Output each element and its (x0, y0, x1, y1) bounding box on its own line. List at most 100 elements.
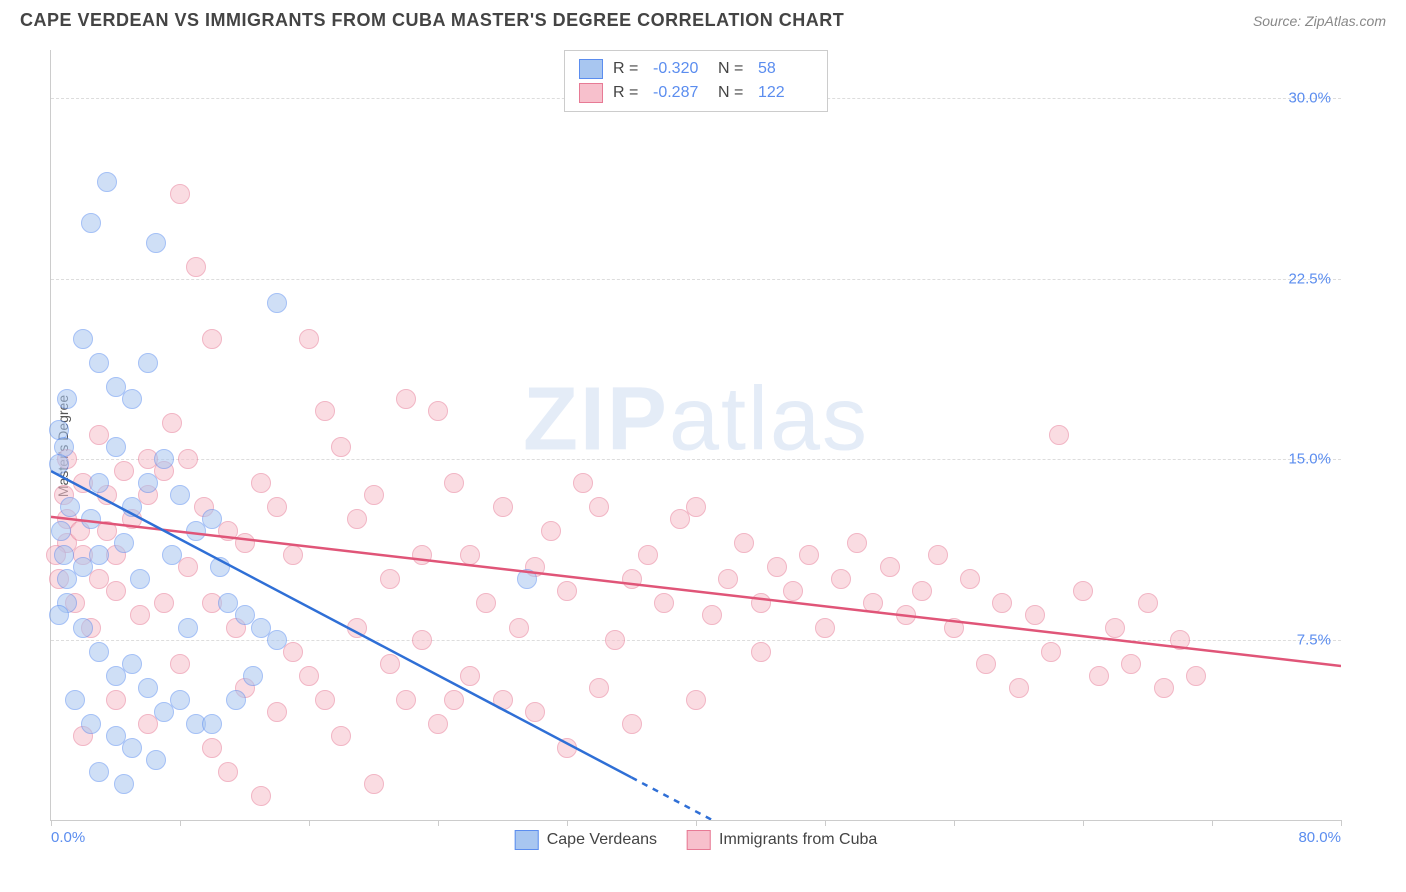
data-point (251, 786, 271, 806)
gridline (51, 640, 1341, 641)
legend-swatch (579, 83, 603, 103)
watermark-text: ZIPatlas (523, 368, 869, 471)
data-point (331, 437, 351, 457)
data-point (702, 605, 722, 625)
data-point (1049, 425, 1069, 445)
data-point (202, 714, 222, 734)
data-point (847, 533, 867, 553)
data-point (734, 533, 754, 553)
data-point (638, 545, 658, 565)
data-point (863, 593, 883, 613)
stat-r-value: -0.320 (653, 57, 708, 81)
x-tick (696, 820, 697, 826)
data-point (509, 618, 529, 638)
data-point (799, 545, 819, 565)
data-point (412, 630, 432, 650)
stat-n-value: 58 (758, 57, 813, 81)
legend-label: Cape Verdeans (547, 831, 657, 849)
y-tick-label: 7.5% (1297, 631, 1331, 648)
x-tick (567, 820, 568, 826)
data-point (243, 666, 263, 686)
data-point (493, 690, 513, 710)
data-point (114, 774, 134, 794)
data-point (896, 605, 916, 625)
data-point (170, 690, 190, 710)
data-point (831, 569, 851, 589)
data-point (202, 509, 222, 529)
chart-header: CAPE VERDEAN VS IMMIGRANTS FROM CUBA MAS… (0, 0, 1406, 36)
data-point (315, 401, 335, 421)
gridline (51, 459, 1341, 460)
x-tick (1341, 820, 1342, 826)
data-point (622, 714, 642, 734)
data-point (97, 172, 117, 192)
data-point (81, 213, 101, 233)
data-point (299, 666, 319, 686)
data-point (267, 293, 287, 313)
data-point (106, 437, 126, 457)
data-point (396, 690, 416, 710)
data-point (557, 581, 577, 601)
data-point (51, 521, 71, 541)
data-point (49, 605, 69, 625)
data-point (162, 545, 182, 565)
data-point (267, 497, 287, 517)
data-point (186, 257, 206, 277)
data-point (170, 654, 190, 674)
stat-n-label: N = (718, 57, 748, 81)
data-point (299, 329, 319, 349)
data-point (992, 593, 1012, 613)
data-point (122, 654, 142, 674)
data-point (81, 509, 101, 529)
data-point (65, 690, 85, 710)
stat-r-label: R = (613, 57, 643, 81)
data-point (178, 618, 198, 638)
chart-title: CAPE VERDEAN VS IMMIGRANTS FROM CUBA MAS… (20, 10, 844, 31)
data-point (54, 545, 74, 565)
data-point (783, 581, 803, 601)
data-point (589, 497, 609, 517)
legend-item: Immigrants from Cuba (687, 830, 877, 850)
legend-swatch (687, 830, 711, 850)
data-point (235, 533, 255, 553)
data-point (380, 654, 400, 674)
data-point (605, 630, 625, 650)
x-tick (309, 820, 310, 826)
data-point (976, 654, 996, 674)
data-point (122, 389, 142, 409)
data-point (89, 642, 109, 662)
data-point (396, 389, 416, 409)
stat-r-value: -0.287 (653, 81, 708, 105)
data-point (154, 449, 174, 469)
legend-label: Immigrants from Cuba (719, 831, 877, 849)
data-point (130, 605, 150, 625)
data-point (767, 557, 787, 577)
data-point (1089, 666, 1109, 686)
data-point (81, 714, 101, 734)
data-point (170, 184, 190, 204)
data-point (106, 581, 126, 601)
data-point (815, 618, 835, 638)
data-point (1105, 618, 1125, 638)
data-point (146, 750, 166, 770)
data-point (380, 569, 400, 589)
data-point (1186, 666, 1206, 686)
data-point (146, 233, 166, 253)
data-point (283, 642, 303, 662)
data-point (573, 473, 593, 493)
stat-n-value: 122 (758, 81, 813, 105)
data-point (49, 454, 69, 474)
data-point (928, 545, 948, 565)
data-point (444, 473, 464, 493)
x-tick (1083, 820, 1084, 826)
data-point (364, 774, 384, 794)
data-point (1138, 593, 1158, 613)
data-point (880, 557, 900, 577)
data-point (138, 473, 158, 493)
x-tick (954, 820, 955, 826)
stats-box: R =-0.320N =58R =-0.287N =122 (564, 50, 828, 112)
data-point (347, 509, 367, 529)
legend-swatch (579, 59, 603, 79)
data-point (114, 461, 134, 481)
data-point (557, 738, 577, 758)
